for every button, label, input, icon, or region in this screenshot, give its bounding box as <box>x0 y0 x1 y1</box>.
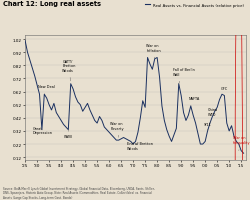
Text: Fall of Berlin
Wall: Fall of Berlin Wall <box>172 68 194 84</box>
Text: 9/11: 9/11 <box>203 123 211 131</box>
Text: War on
Inequality: War on Inequality <box>232 136 250 151</box>
Text: New Deal: New Deal <box>38 85 55 95</box>
Text: GATT/
Bretton
Woods: GATT/ Bretton Woods <box>62 59 76 82</box>
Text: GFC: GFC <box>220 86 227 96</box>
Text: Chart 12: Long real assets: Chart 12: Long real assets <box>2 1 100 7</box>
Text: War on
Poverty: War on Poverty <box>110 121 124 138</box>
Text: China
WTO: China WTO <box>207 108 217 123</box>
Text: Source: BofA Merrill Lynch Global Investment Strategy, Global Financial Data, Bl: Source: BofA Merrill Lynch Global Invest… <box>2 186 154 199</box>
Text: NAFTA: NAFTA <box>188 97 199 106</box>
Text: Great
Depression: Great Depression <box>32 126 52 135</box>
Text: WWII: WWII <box>63 130 72 138</box>
Text: End of Bretton
Woods: End of Bretton Woods <box>127 142 152 150</box>
Text: War on
Inflation: War on Inflation <box>146 44 160 59</box>
Legend: Real Assets vs. Financial Assets (relative price): Real Assets vs. Financial Assets (relati… <box>144 3 243 8</box>
